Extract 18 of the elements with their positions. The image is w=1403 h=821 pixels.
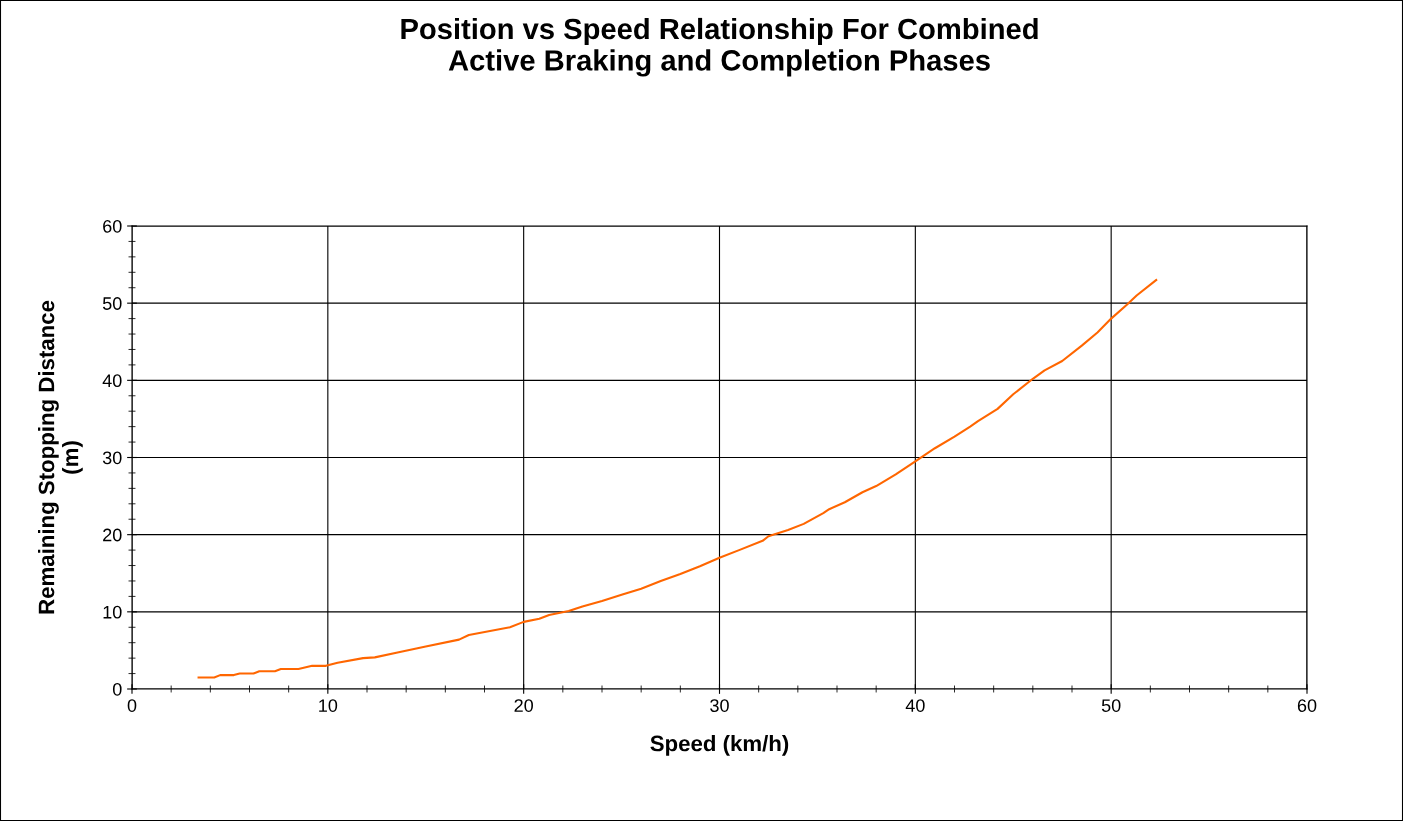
x-tick-label: 0 (127, 699, 137, 712)
y-tick-label: 10 (103, 605, 122, 619)
x-tick-label: 10 (319, 699, 338, 712)
x-tick-label: 50 (1101, 699, 1121, 712)
x-tick-label: 60 (1297, 699, 1317, 712)
x-tick-label: 20 (514, 699, 533, 712)
x-tick-label: 30 (710, 699, 729, 712)
y-axis-title: Remaining Stopping Distance (m) (38, 300, 83, 614)
y-tick-label: 0 (112, 682, 122, 696)
chart-title: Position vs Speed Relationship For Combined Active Braking and Completion Phases (401, 17, 1038, 77)
x-axis-title: Speed (km/h) (650, 735, 789, 756)
y-tick-label: 40 (102, 374, 122, 388)
y-tick-label: 20 (103, 528, 122, 542)
y-tick-label: 50 (102, 297, 122, 310)
y-tick-label: 30 (102, 451, 122, 465)
x-tick-label: 40 (905, 699, 925, 712)
y-tick-label: 60 (103, 219, 122, 233)
line-series (197, 278, 1158, 679)
